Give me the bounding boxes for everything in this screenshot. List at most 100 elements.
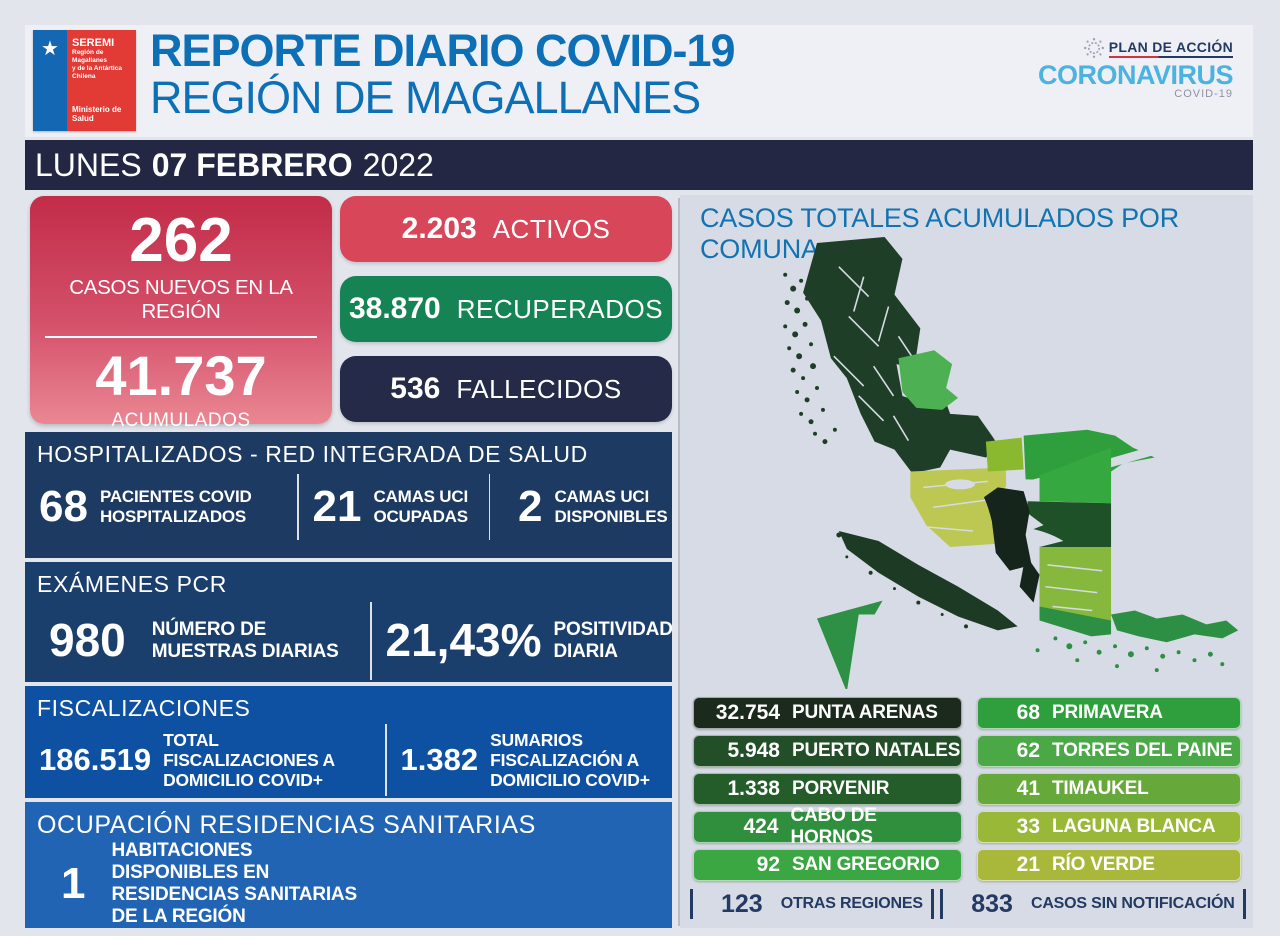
positivity-stat: 21,43% POSITIVIDAD DIARIA (372, 614, 673, 667)
date-bar: LUNES 07 FEBRERO 2022 (25, 140, 1253, 190)
comuna-row-torres-del-paine: 62 TORRES DEL PAINE (977, 735, 1241, 767)
sanitary-residences-section: OCUPACIÓN RESIDENCIAS SANITARIAS 1 HABIT… (25, 802, 672, 928)
comuna-value: 68 (1016, 701, 1040, 724)
comuna-name: SAN GREGORIO (792, 854, 940, 875)
active-label: ACTIVOS (492, 213, 611, 244)
comuna-name: PUNTA ARENAS (792, 702, 938, 723)
logo-blue-bar: ★ (33, 30, 67, 131)
footer-bar (690, 889, 693, 919)
plan-de-accion-label: PLAN DE ACCIÓN (1108, 38, 1233, 58)
column-divider (678, 198, 680, 926)
other-regions-value: 123 (721, 889, 763, 918)
active-value: 2.203 (401, 212, 477, 245)
hospitalized-patients-value: 68 (39, 482, 88, 532)
comuna-name: PRIMAVERA (1052, 702, 1163, 723)
inspections-title: FISCALIZACIONES (37, 695, 251, 721)
hospitalized-section: HOSPITALIZADOS - RED INTEGRADA DE SALUD … (25, 432, 672, 558)
footer-bar (1243, 889, 1246, 919)
comuna-panel: CASOS TOTALES ACUMULADOS POR COMUNA (680, 195, 1253, 928)
other-regions-label: OTRAS REGIONES (780, 895, 923, 912)
footer-double-bar (931, 889, 944, 919)
residences-title: OCUPACIÓN RESIDENCIAS SANITARIAS (37, 811, 536, 839)
summaries-value: 1.382 (400, 742, 479, 778)
comuna-name: TIMAUKEL (1052, 778, 1149, 799)
samples-stat: 980 NÚMERO DE MUESTRAS DIARIAS (25, 614, 370, 667)
date-year: 2022 (362, 146, 434, 183)
comuna-row-timaukel: 41 TIMAUKEL (977, 773, 1241, 805)
comuna-value: 1.338 (727, 777, 780, 800)
unnotified-value: 833 (971, 889, 1013, 918)
plan-top-row: PLAN DE ACCIÓN (1023, 37, 1233, 59)
residences-stats: 1 HABITACIONES DISPONIBLES EN RESIDENCIA… (25, 840, 672, 927)
comuna-row-porvenir: 1.338 PORVENIR (693, 773, 962, 805)
active-cases-pill: 2.203 ACTIVOS (340, 196, 672, 262)
comuna-value: 33 (1016, 815, 1040, 838)
total-inspections-stat: 186.519 TOTAL FISCALIZACIONES A DOMICILI… (25, 730, 385, 790)
coronavirus-plan-logo: PLAN DE ACCIÓN CORONAVIRUS COVID-19 (1023, 37, 1234, 100)
page-title-line1: REPORTE DIARIO COVID-19 (150, 25, 736, 76)
comuna-row-punta-arenas: 32.754 PUNTA ARENAS (693, 697, 962, 729)
comuna-name: TORRES DEL PAINE (1052, 740, 1233, 761)
inspections-stats: 186.519 TOTAL FISCALIZACIONES A DOMICILI… (25, 724, 672, 796)
accumulated-label: ACUMULADOS (111, 410, 251, 431)
total-inspections-label: TOTAL FISCALIZACIONES A DOMICILIO COVID+ (163, 729, 335, 791)
comuna-value: 92 (756, 853, 780, 876)
comuna-value: 41 (1016, 777, 1040, 800)
page-title: REPORTE DIARIO COVID-19 REGIÓN DE MAGALL… (150, 25, 736, 122)
covid19-sublabel: COVID-19 (1174, 88, 1233, 100)
chile-coat-of-arms-icon: ★ (41, 38, 59, 60)
comuna-value: 424 (743, 815, 779, 838)
comuna-value: 32.754 (715, 701, 780, 724)
icu-occupied-stat: 21 CAMAS UCI OCUPADAS (299, 482, 489, 532)
icu-occupied-value: 21 (312, 482, 362, 532)
rooms-available-stat: 1 HABITACIONES DISPONIBLES EN RESIDENCIA… (25, 840, 389, 927)
pcr-stats: 980 NÚMERO DE MUESTRAS DIARIAS 21,43% PO… (25, 602, 673, 680)
comuna-name: LAGUNA BLANCA (1052, 816, 1216, 837)
seremi-logo: ★ SEREMI Región de Magallanes y de la An… (33, 30, 136, 131)
icu-available-stat: 2 CAMAS UCI DISPONIBLES (490, 482, 670, 532)
comuna-row-primavera: 68 PRIMAVERA (977, 697, 1241, 729)
inspections-section: FISCALIZACIONES 186.519 TOTAL FISCALIZAC… (25, 686, 672, 798)
comuna-value: 21 (1016, 853, 1040, 876)
positivity-label: POSITIVIDAD DIARIA (553, 619, 673, 662)
hospitalized-patients-stat: 68 PACIENTES COVID HOSPITALIZADOS (25, 482, 297, 532)
logo-red-panel: SEREMI Región de Magallanes y de la Antá… (67, 30, 136, 131)
comuna-value: 5.948 (727, 739, 780, 762)
rooms-available-label: HABITACIONES DISPONIBLES EN RESIDENCIAS … (111, 840, 357, 927)
logo-seremi-label: SEREMI (72, 37, 115, 49)
stat-divider (488, 474, 490, 540)
comuna-footer: 123 OTRAS REGIONES 833 CASOS SIN NOTIFIC… (690, 889, 1246, 919)
comuna-row-cabo-de-hornos: 424 CABO DE HORNOS (693, 805, 962, 848)
hospitalized-patients-label: PACIENTES COVID HOSPITALIZADOS (99, 487, 252, 526)
deceased-label: FALLECIDOS (456, 373, 622, 404)
deceased-pill: 536 FALLECIDOS (340, 356, 672, 422)
logo-region-label: Región de Magallanes y de la Antártica C… (72, 49, 122, 81)
status-pills: 2.203 ACTIVOS 38.870 RECUPERADOS 536 FAL… (340, 196, 672, 436)
stat-divider (370, 602, 372, 680)
comuna-value: 62 (1016, 739, 1040, 762)
coronavirus-wordmark: CORONAVIRUS (1037, 60, 1234, 90)
samples-label: NÚMERO DE MUESTRAS DIARIAS (151, 619, 339, 662)
comuna-name: PUERTO NATALES (792, 740, 961, 761)
pcr-title: EXÁMENES PCR (37, 571, 227, 597)
stat-divider (385, 724, 387, 796)
comuna-row-san-gregorio: 92 SAN GREGORIO (693, 849, 962, 881)
recovered-pill: 38.870 RECUPERADOS (340, 276, 672, 342)
samples-value: 980 (49, 614, 126, 667)
total-inspections-value: 186.519 (39, 742, 152, 778)
hospitalized-stats: 68 PACIENTES COVID HOSPITALIZADOS 21 CAM… (25, 474, 672, 540)
recovered-value: 38.870 (348, 292, 441, 325)
stat-divider (297, 474, 299, 540)
summaries-stat: 1.382 SUMARIOS FISCALIZACIÓN A DOMICILIO… (387, 730, 669, 790)
icu-available-value: 2 (518, 482, 543, 532)
hospitalized-title: HOSPITALIZADOS - RED INTEGRADA DE SALUD (37, 441, 588, 467)
magallanes-map (783, 237, 1239, 689)
positivity-value: 21,43% (385, 614, 542, 667)
deceased-value: 536 (390, 372, 441, 405)
rooms-available-value: 1 (61, 858, 86, 908)
unnotified-label: CASOS SIN NOTIFICACIÓN (1030, 895, 1235, 912)
recovered-label: RECUPERADOS (456, 293, 664, 324)
logo-ministry-label: Ministerio de Salud (72, 104, 122, 123)
comuna-row-puerto-natales: 5.948 PUERTO NATALES (693, 735, 962, 767)
